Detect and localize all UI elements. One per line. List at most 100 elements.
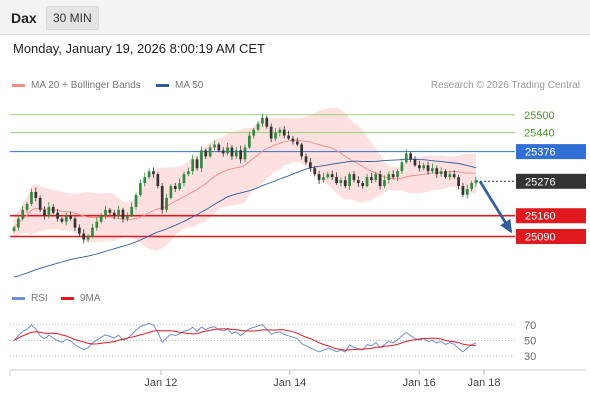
candle-body bbox=[47, 206, 51, 216]
candle-body bbox=[313, 168, 317, 175]
candle-body bbox=[304, 156, 308, 163]
candle-body bbox=[108, 209, 112, 213]
chart-datetime: Monday, January 19, 2026 8:00:19 AM CET bbox=[13, 41, 265, 56]
candle-body bbox=[165, 197, 168, 210]
candle-body bbox=[186, 171, 190, 175]
candle-body bbox=[356, 180, 360, 184]
legend-label-9ma: 9MA bbox=[80, 293, 101, 304]
candle-body bbox=[457, 177, 460, 187]
candle-body bbox=[400, 162, 404, 172]
projection-arrow-head bbox=[500, 218, 513, 234]
candle-body bbox=[91, 227, 94, 237]
candle-body bbox=[86, 236, 90, 240]
candle-body bbox=[309, 162, 312, 169]
candle-body bbox=[43, 209, 46, 216]
candle-body bbox=[409, 153, 412, 160]
candle-body bbox=[335, 177, 338, 184]
candle-body bbox=[374, 174, 378, 181]
bollinger-fill bbox=[14, 107, 476, 251]
candle-body bbox=[435, 168, 439, 175]
candle-body bbox=[343, 180, 347, 187]
rsi-panel: 70 50 30 bbox=[10, 320, 536, 363]
x-axis: Jan 12 Jan 14 Jan 16 Jan 18 bbox=[9, 369, 586, 389]
legend-item-ma20: MA 20 + Bollinger Bands bbox=[12, 80, 141, 91]
candle-body bbox=[130, 206, 134, 216]
level-label: 25440 bbox=[524, 128, 555, 140]
candle-body bbox=[391, 174, 395, 178]
candle-body bbox=[139, 183, 142, 195]
ma20-swatch bbox=[12, 83, 25, 87]
ma50-line bbox=[13, 158, 477, 278]
level-label: 25090 bbox=[525, 232, 556, 244]
research-credit: Research © 2026 Trading Central bbox=[430, 80, 580, 91]
candle-body bbox=[261, 117, 264, 124]
candle-body bbox=[339, 180, 343, 184]
candle-body bbox=[156, 174, 160, 187]
candle-body bbox=[195, 159, 199, 169]
candle-body bbox=[274, 132, 277, 139]
candle-body bbox=[34, 191, 38, 198]
rsi-line bbox=[13, 322, 477, 353]
candle-body bbox=[252, 129, 256, 136]
candle-body bbox=[348, 174, 351, 187]
level-badge bbox=[516, 208, 586, 224]
candle-body bbox=[461, 186, 465, 195]
rsi-swatch bbox=[12, 296, 25, 300]
level-label: 25276 bbox=[525, 176, 556, 188]
candle-body bbox=[452, 174, 456, 178]
candle-body bbox=[226, 147, 229, 154]
legend-item-rsi: RSI bbox=[12, 293, 48, 304]
timeframe-button[interactable]: 30 MIN bbox=[46, 6, 99, 30]
candle-body bbox=[213, 144, 216, 148]
level-label: 25376 bbox=[525, 147, 556, 159]
candle-body bbox=[370, 177, 373, 181]
candle-body bbox=[169, 186, 173, 198]
candle-body bbox=[12, 227, 16, 232]
candle-body bbox=[200, 150, 203, 169]
candle-body bbox=[160, 186, 164, 210]
candle-body bbox=[117, 209, 120, 216]
candle-body bbox=[404, 153, 408, 163]
candle-body bbox=[204, 150, 208, 157]
candle-body bbox=[243, 147, 247, 160]
9ma-line bbox=[13, 328, 476, 351]
candle-body bbox=[256, 123, 260, 130]
candle-body bbox=[182, 174, 186, 184]
candle-body bbox=[465, 189, 469, 195]
x-tick-label: Jan 14 bbox=[273, 377, 306, 389]
candle-body bbox=[422, 165, 426, 169]
candle-body bbox=[448, 174, 452, 178]
candle-body bbox=[291, 138, 295, 142]
level-badge bbox=[516, 144, 586, 160]
legend-label-ma50: MA 50 bbox=[175, 80, 204, 91]
candle-body bbox=[78, 227, 81, 234]
legend-item-9ma: 9MA bbox=[61, 293, 101, 304]
candle-body bbox=[99, 215, 103, 222]
candle-body bbox=[112, 212, 116, 216]
candle-body bbox=[239, 150, 242, 160]
x-tick-label: Jan 18 bbox=[467, 377, 500, 389]
candle-body bbox=[444, 171, 447, 178]
candle-body bbox=[221, 150, 225, 154]
candle-body bbox=[365, 177, 369, 187]
candle-body bbox=[104, 209, 107, 216]
level-badge bbox=[516, 229, 586, 245]
candle-body bbox=[330, 174, 334, 178]
level-label: 25500 bbox=[524, 110, 555, 122]
candle-body bbox=[64, 215, 68, 222]
candle-body bbox=[230, 147, 234, 157]
9ma-swatch bbox=[61, 296, 74, 300]
candle-body bbox=[265, 117, 269, 127]
candle-body bbox=[121, 209, 125, 219]
level-labels: 25500 25440 25376 25276 25160 25090 bbox=[516, 110, 586, 245]
candle-body bbox=[426, 165, 430, 172]
chart-header: Dax 30 MIN bbox=[0, 0, 590, 35]
candle-body bbox=[295, 141, 299, 145]
candle-body bbox=[69, 215, 73, 219]
candle-body bbox=[278, 129, 282, 133]
instrument-symbol: Dax bbox=[11, 10, 37, 26]
candle-body bbox=[378, 174, 382, 187]
candle-body bbox=[217, 144, 221, 151]
rsi-level-label: 30 bbox=[524, 351, 536, 363]
candle-body bbox=[248, 135, 251, 148]
